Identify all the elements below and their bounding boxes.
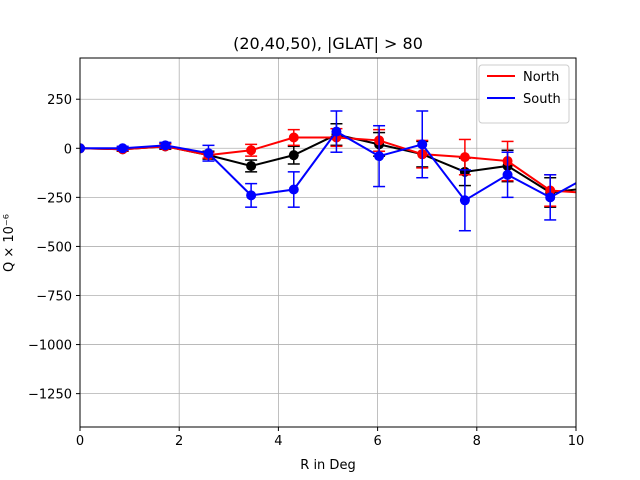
data-point [288,184,299,195]
y-axis-label: Q × 10⁻⁶ [2,214,17,272]
y-tick-label: 0 [64,142,72,157]
x-tick-label: 4 [274,434,282,449]
data-point [246,160,257,171]
data-point [502,169,513,180]
plot-area: 0 2 4 6 8 10 250 0 −250 −500 −750 −1000 −1250 North So… [28,57,585,449]
x-tick-label: 0 [76,434,84,449]
x-tick-label: 8 [473,434,481,449]
legend-label: North [523,70,559,85]
legend: North South [478,64,570,124]
legend-box [478,64,570,124]
x-tick-label: 2 [175,434,183,449]
data-point [80,143,85,154]
data-point [246,190,257,201]
data-point [459,195,470,206]
y-tick-label: −1250 [28,388,72,403]
axes-frame [79,57,577,428]
data-point [288,132,299,143]
data-point [331,126,342,137]
data-point [417,139,428,150]
series-group [80,110,576,232]
series-south [80,110,576,232]
y-tick-label: 250 [47,93,72,108]
chart-title: (20,40,50), |GLAT| > 80 [233,34,423,53]
data-point [203,148,214,159]
data-point [459,152,470,163]
x-tick-label: 6 [373,434,381,449]
data-point [288,150,299,161]
data-point [246,145,257,156]
x-tick-label: 10 [568,434,585,449]
y-tick-label: −250 [36,191,72,206]
data-point [160,140,171,151]
data-point [374,151,385,162]
legend-label: South [523,92,561,107]
data-point [117,143,128,154]
data-point [545,192,556,203]
y-tick-label: −500 [36,240,72,255]
y-tick-label: −1000 [28,339,72,354]
y-tick-label: −750 [36,289,72,304]
x-axis-label: R in Deg [300,458,355,473]
